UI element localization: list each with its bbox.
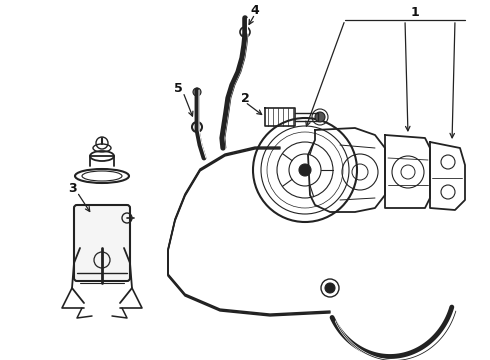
Circle shape (299, 164, 311, 176)
Circle shape (325, 283, 335, 293)
Circle shape (193, 88, 201, 96)
Text: 1: 1 (411, 5, 419, 18)
Text: 4: 4 (250, 4, 259, 17)
FancyBboxPatch shape (74, 205, 130, 281)
Text: 3: 3 (68, 181, 76, 194)
Circle shape (315, 112, 325, 122)
Text: 5: 5 (173, 81, 182, 95)
Text: 2: 2 (241, 91, 249, 104)
